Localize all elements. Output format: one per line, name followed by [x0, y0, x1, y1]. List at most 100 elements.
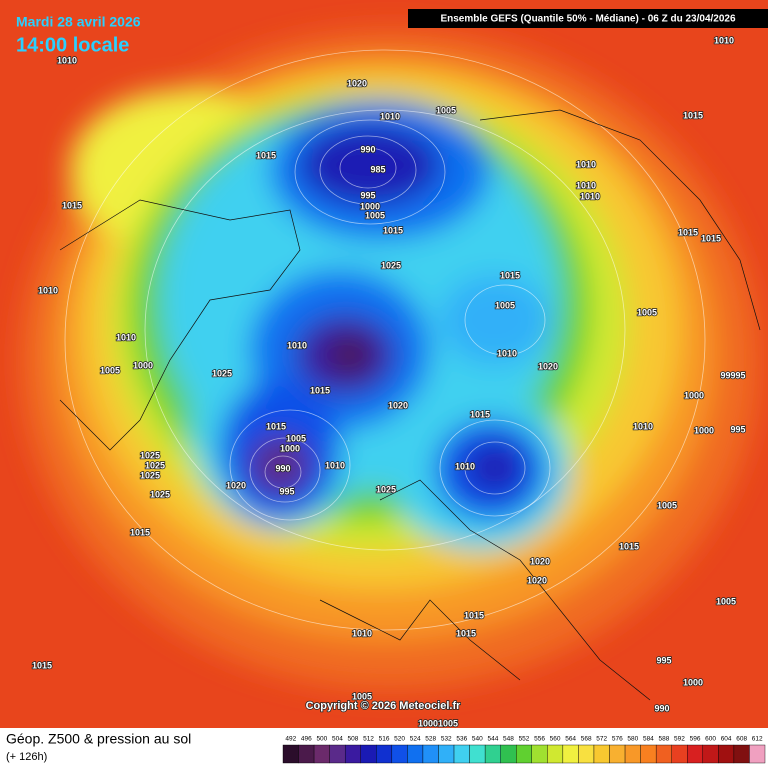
scale-swatch: [391, 744, 408, 764]
scale-label: 580: [627, 736, 638, 743]
scale-label: 572: [596, 736, 607, 743]
scale-label: 520: [394, 736, 405, 743]
scale-swatch: [500, 744, 517, 764]
isobar-label: 1020: [538, 361, 558, 371]
isobar-label: 1020: [226, 480, 246, 490]
color-scale: 492 496 500 504 508 512 516 520 524 528 532 536 540 5…: [282, 736, 766, 764]
scale-swatch: [640, 744, 657, 764]
isobar-label: 1010: [497, 348, 517, 358]
isobar-label: 1015: [470, 409, 490, 419]
model-info: Ensemble GEFS (Quantile 50% - Médiane) -…: [440, 14, 736, 25]
isobar-label: 1000: [694, 425, 714, 435]
scale-swatch: [313, 744, 330, 764]
isobar-label: 1000: [684, 390, 704, 400]
isobar-label: 1010: [455, 461, 475, 471]
scale-swatch: [531, 744, 548, 764]
isobar-label: 1005: [100, 365, 120, 375]
footer-lead: (+ 126h): [6, 751, 47, 763]
isobar-label: 1010: [633, 421, 653, 431]
scale-label: 492: [285, 736, 296, 743]
height-field: [20, 30, 760, 690]
scale-swatch: [484, 744, 501, 764]
isobar-label: 1015: [130, 527, 150, 537]
scale-label: 604: [721, 736, 732, 743]
scale-label: 568: [581, 736, 592, 743]
scale-label: 508: [348, 736, 359, 743]
isobar-label: 1025: [150, 489, 170, 499]
isobar-label: 1025: [140, 450, 160, 460]
scale-label: 548: [503, 736, 514, 743]
isobar-label: 1025: [381, 260, 401, 270]
isobar-label: 1010: [580, 191, 600, 201]
isobar-label: 1015: [683, 110, 703, 120]
isobar-label: 995: [656, 655, 671, 665]
scale-swatch: [562, 744, 579, 764]
scale-label: 512: [363, 736, 374, 743]
isobar-label: 1000: [418, 718, 438, 728]
isobar-label: 1005: [352, 691, 372, 701]
scale-swatch: [718, 744, 735, 764]
isobar-label: 1015: [266, 421, 286, 431]
scale-label: 592: [674, 736, 685, 743]
scale-swatch: [282, 744, 299, 764]
scale-swatch: [702, 744, 719, 764]
scale-swatch: [344, 744, 361, 764]
isobar-label: 995: [730, 424, 745, 434]
coastlines: [59, 109, 761, 701]
isobar-label: 1015: [310, 385, 330, 395]
isobar-label: 1005: [286, 433, 306, 443]
footer-title: Géop. Z500 & pression au sol: [6, 731, 191, 747]
isobar-labels: 1010102010101005101599098599510001005101…: [31, 35, 746, 730]
scale-label: 552: [519, 736, 530, 743]
scale-swatch: [407, 744, 424, 764]
scale-swatch: [749, 744, 766, 764]
scale-label: 544: [487, 736, 498, 743]
scale-swatch: [453, 744, 470, 764]
isobar-label: 1010: [380, 111, 400, 121]
scale-label: 540: [472, 736, 483, 743]
scale-swatch: [438, 744, 455, 764]
isobar-label: 1000: [360, 201, 380, 211]
scale-swatch: [733, 744, 750, 764]
isobar-label: 1015: [456, 628, 476, 638]
isobar-label: 1025: [376, 484, 396, 494]
isobar-label: 1010: [352, 628, 372, 638]
scale-swatch: [516, 744, 532, 764]
isobar-label: 1010: [576, 159, 596, 169]
isobar-label: 1010: [325, 460, 345, 470]
isobar-label: 1015: [62, 200, 82, 210]
scale-swatch: [671, 744, 688, 764]
scale-swatch: [655, 744, 672, 764]
isobar-label: 1010: [57, 55, 77, 65]
scale-label: 532: [441, 736, 452, 743]
isobar-label: 99995: [720, 370, 745, 380]
date: Mardi 28 avril 2026: [16, 14, 141, 30]
scale-label: 500: [316, 736, 327, 743]
isobar-label: 1000: [683, 677, 703, 687]
isobar-label: 1015: [701, 233, 721, 243]
isobar-label: 1005: [438, 718, 458, 728]
isobar-label: 1015: [383, 225, 403, 235]
scale-label: 612: [752, 736, 763, 743]
isobar-label: 1010: [116, 332, 136, 342]
isobar-label: 1015: [619, 541, 639, 551]
scale-swatch: [298, 744, 315, 764]
isobar-label: 985: [370, 164, 385, 174]
isobar-label: 990: [360, 144, 375, 154]
isobar-label: 1025: [140, 470, 160, 480]
scale-swatch: [376, 744, 393, 764]
scale-label: 556: [534, 736, 545, 743]
scale-label: 608: [736, 736, 747, 743]
isobar-label: 1020: [530, 556, 550, 566]
isobar-label: 1000: [133, 360, 153, 370]
scale-label: 496: [301, 736, 312, 743]
isobar-label: 1015: [32, 660, 52, 670]
isobar-label: 1015: [500, 270, 520, 280]
model-box: [408, 9, 768, 28]
scale-swatch: [578, 744, 595, 764]
isobar-label: 990: [654, 703, 669, 713]
isobar-label: 1025: [145, 460, 165, 470]
scale-label: 504: [332, 736, 343, 743]
